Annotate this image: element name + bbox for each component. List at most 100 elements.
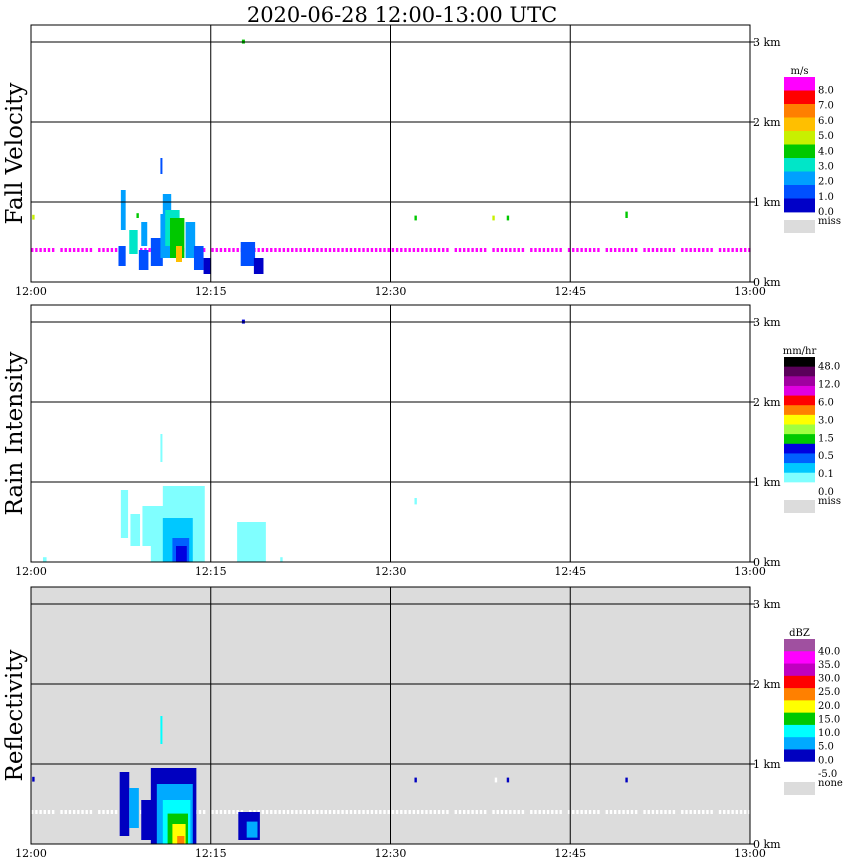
rain-intensity-data-cell: [160, 434, 163, 462]
fall-velocity-data-cell: [118, 246, 126, 266]
fall-velocity-band-cell: [219, 248, 223, 252]
reflectivity-band-cell: [593, 810, 596, 814]
reflectivity-band-cell: [72, 810, 76, 814]
reflectivity-xtick-label-13-00: 13:00: [734, 847, 766, 860]
reflectivity-band-cell: [324, 810, 327, 814]
rain-intensity-data-cell: [414, 498, 417, 505]
reflectivity-band-cell: [559, 810, 562, 814]
rain-intensity-cells: [42, 319, 417, 562]
reflectivity-colorbar-swatch: [784, 651, 815, 664]
fall-velocity-band-cell: [479, 248, 483, 252]
fall-velocity-data-cell: [492, 215, 495, 221]
reflectivity-band-cell: [454, 810, 458, 814]
rain-intensity-xtick-label-12-00: 12:00: [15, 565, 47, 578]
reflectivity-band-cell: [471, 810, 474, 814]
reflectivity-band-cell: [286, 810, 290, 814]
rain-intensity-colorbar-swatch: [784, 385, 815, 396]
fall-velocity-band-cell: [454, 248, 458, 252]
reflectivity-ylabel: Reflectivity: [2, 650, 28, 782]
fall-velocity-band-cell: [446, 248, 449, 252]
reflectivity-cells: [32, 716, 628, 844]
reflectivity-data-cell: [160, 716, 163, 744]
reflectivity-band-cell: [77, 810, 80, 814]
reflectivity-band-cell: [702, 810, 705, 814]
reflectivity-band-cell: [555, 810, 558, 814]
fall-velocity-colorbar-label-6-0: 6.0: [818, 116, 834, 127]
fall-velocity-data-cell: [138, 250, 149, 270]
fall-velocity-data-cell: [160, 158, 163, 174]
fall-velocity-band-cell: [429, 248, 432, 252]
fall-velocity-data-cell: [625, 211, 628, 218]
rain-intensity-ytick-label-2-km: 2 km: [753, 396, 781, 409]
rain-intensity-colorbar-miss-label: miss: [818, 496, 841, 507]
reflectivity-band-cell: [685, 810, 688, 814]
fall-velocity-band-cell: [471, 248, 474, 252]
fall-velocity-band-cell: [664, 248, 667, 252]
fall-velocity-xtick-label-13-00: 13:00: [734, 285, 766, 298]
fall-velocity-band-cell: [261, 248, 265, 252]
rain-intensity-colorbar-swatch: [784, 443, 815, 454]
reflectivity-band-cell: [421, 810, 424, 814]
rain-intensity-data-cell: [142, 506, 153, 546]
fall-velocity-panel: 0 km 1 km 2 km 3 km 12:00 12:15 12:30 12:45 13:0…: [2, 24, 841, 298]
rain-intensity-xtick-label-12-30: 12:30: [375, 565, 407, 578]
rain-intensity-colorbar-swatch: [784, 405, 815, 416]
fall-velocity-band-cell: [521, 248, 525, 252]
fall-velocity-xtick-label-12-15: 12:15: [195, 285, 227, 298]
reflectivity-band-cell: [349, 810, 353, 814]
reflectivity-ytick-label-1-km: 1 km: [753, 758, 781, 771]
fall-velocity-colorbar-miss-swatch: [784, 220, 815, 233]
reflectivity-band-cell: [546, 810, 550, 814]
reflectivity-band-cell: [219, 810, 223, 814]
reflectivity-band-cell: [39, 810, 42, 814]
reflectivity-band-cell: [538, 810, 541, 814]
rain-intensity-xtick-label-12-45: 12:45: [554, 565, 586, 578]
fall-velocity-colorbar-swatch: [784, 144, 815, 159]
reflectivity-band-cell: [425, 810, 428, 814]
reflectivity-colorbar-swatch: [784, 688, 815, 701]
reflectivity-band-cell: [404, 810, 407, 814]
reflectivity-band-cell: [626, 810, 629, 814]
fall-velocity-data-cell: [203, 258, 211, 274]
fall-velocity-band-cell: [391, 248, 395, 252]
reflectivity-band-cell: [634, 810, 638, 814]
fall-velocity-band-cell: [593, 248, 596, 252]
fall-velocity-xtick-label-12-30: 12:30: [375, 285, 407, 298]
reflectivity-band-cell: [433, 810, 437, 814]
fall-velocity-band-cell: [395, 248, 399, 252]
rain-intensity-colorbar-label-0-5: 0.5: [818, 451, 834, 462]
reflectivity-band-cell: [504, 810, 508, 814]
fall-velocity-colorbar-swatch: [784, 158, 815, 172]
fall-velocity-band-cell: [723, 248, 726, 252]
reflectivity-band-cell: [622, 810, 625, 814]
reflectivity-band-cell: [739, 810, 743, 814]
reflectivity-data-cell: [506, 777, 510, 783]
fall-velocity-band-cell: [320, 248, 323, 252]
reflectivity-colorbar-label-40-0: 40.0: [818, 646, 840, 657]
fall-velocity-colorbar-unit: m/s: [791, 66, 809, 77]
fall-velocity-band-cell: [613, 248, 617, 252]
fall-velocity-band-cell: [727, 248, 730, 252]
reflectivity-band-cell: [727, 810, 730, 814]
reflectivity-band-cell: [51, 810, 55, 814]
reflectivity-colorbar-label-5-0: 5.0: [818, 742, 834, 753]
rain-intensity-colorbar-swatch: [784, 434, 815, 445]
reflectivity-band-cell: [265, 810, 269, 814]
fall-velocity-band-cell: [291, 248, 294, 252]
rain-intensity-data-cell: [130, 514, 141, 546]
fall-velocity-band-cell: [286, 248, 290, 252]
fall-velocity-band-cell: [630, 248, 634, 252]
fall-velocity-band-cell: [597, 248, 600, 252]
reflectivity-xtick-label-12-30: 12:30: [375, 847, 407, 860]
fall-velocity-band-cell: [77, 248, 80, 252]
reflectivity-data-cell: [119, 772, 130, 836]
fall-velocity-band-cell: [353, 248, 357, 252]
fall-velocity-colorbar-swatch: [784, 171, 815, 186]
fall-velocity-colorbar-swatch: [784, 117, 815, 132]
reflectivity-band-cell: [655, 810, 659, 814]
fall-velocity-band-cell: [421, 248, 424, 252]
reflectivity-band-cell: [299, 810, 302, 814]
fall-velocity-band-cell: [106, 248, 109, 252]
